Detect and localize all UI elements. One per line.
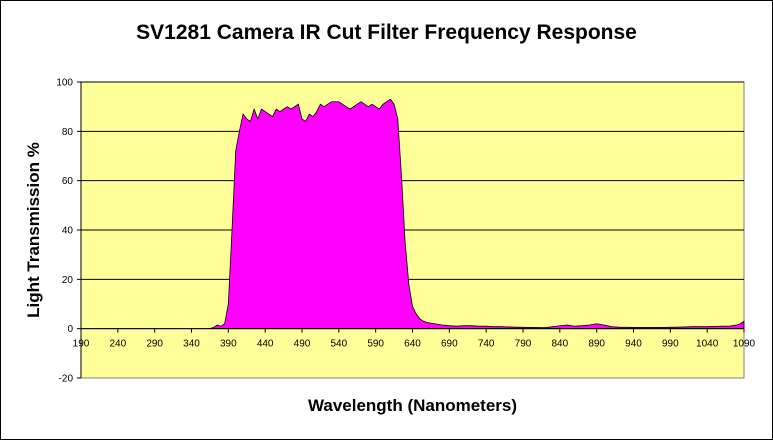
x-tick-label: 340 — [183, 339, 200, 350]
y-tick-label: -20 — [59, 374, 74, 385]
x-tick-label: 790 — [515, 339, 532, 350]
transmission-area — [80, 98, 745, 330]
x-tick-label: 290 — [146, 339, 163, 350]
x-axis-title: Wavelength (Nanometers) — [307, 396, 518, 415]
x-tick-label: 640 — [404, 339, 421, 350]
y-tick-label: 0 — [67, 324, 73, 335]
x-tick-label: 890 — [588, 339, 605, 350]
gridlines — [81, 81, 744, 280]
x-ticks: 190 240 290 340 390 440 490 540 590 640 690 740 790 8… — [73, 328, 756, 350]
y-tick-label: 40 — [62, 226, 74, 237]
x-tick-label: 540 — [330, 339, 347, 350]
x-tick-label: 1090 — [733, 339, 756, 350]
x-tick-label: 990 — [662, 339, 679, 350]
chart-title: SV1281 Camera IR Cut Filter Frequency Re… — [136, 21, 637, 44]
x-tick-label: 1040 — [696, 339, 719, 350]
x-tick-label: 590 — [367, 339, 384, 350]
y-ticks: -20 0 20 40 60 80 100 — [56, 78, 81, 385]
x-tick-label: 840 — [551, 339, 568, 350]
y-tick-label: 60 — [62, 176, 74, 187]
y-tick-label: 100 — [56, 78, 73, 89]
x-tick-label: 390 — [220, 339, 237, 350]
y-tick-label: 20 — [62, 275, 74, 286]
x-tick-label: 440 — [257, 339, 274, 350]
x-tick-label: 490 — [294, 339, 311, 350]
x-tick-label: 240 — [109, 339, 126, 350]
x-tick-label: 190 — [73, 339, 90, 350]
x-tick-label: 940 — [625, 339, 642, 350]
x-tick-label: 690 — [441, 339, 458, 350]
x-tick-label: 740 — [478, 339, 495, 350]
y-tick-label: 80 — [62, 127, 74, 138]
